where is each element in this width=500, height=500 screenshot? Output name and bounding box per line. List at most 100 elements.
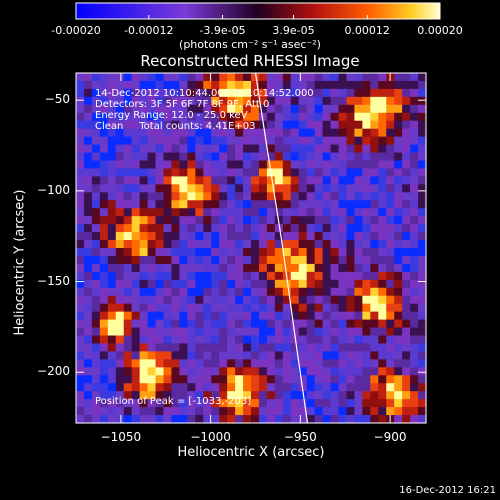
heatmap-cell (410, 375, 419, 384)
heatmap-cell (306, 136, 316, 146)
colorbar-tick-label: -3.9e-05 (199, 24, 246, 37)
heatmap-cell (394, 327, 403, 337)
heatmap-cell (195, 176, 204, 185)
heatmap-cell (251, 128, 260, 138)
heatmap-cell (282, 295, 292, 305)
heatmap-cell (83, 399, 93, 408)
heatmap-cell (243, 200, 252, 209)
heatmap-cell (139, 232, 149, 241)
heatmap-cell (155, 319, 165, 329)
heatmap-cell (123, 104, 133, 114)
heatmap-cell (410, 391, 419, 400)
heatmap-cell (219, 335, 228, 345)
heatmap-cell (131, 295, 141, 305)
heatmap-cell (203, 287, 212, 297)
heatmap-cell (147, 351, 157, 360)
heatmap-cell (362, 415, 371, 424)
heatmap-cell (171, 224, 181, 233)
heatmap-cell (258, 144, 268, 154)
heatmap-cell (227, 351, 236, 360)
heatmap-cell (235, 248, 244, 257)
heatmap-cell (282, 399, 292, 408)
heatmap-cell (139, 311, 149, 321)
heatmap-cell (155, 104, 165, 114)
heatmap-cell (314, 224, 324, 233)
heatmap-cell (243, 248, 252, 257)
heatmap-cell (123, 152, 133, 162)
heatmap-cell (76, 73, 85, 82)
heatmap-cell (298, 136, 308, 146)
heatmap-cell (386, 383, 395, 392)
heatmap-cell (107, 343, 117, 353)
heatmap-cell (235, 96, 244, 106)
heatmap-cell (290, 263, 300, 273)
heatmap-cell (235, 232, 244, 241)
heatmap-cell (314, 80, 324, 90)
heatmap-cell (394, 88, 403, 98)
heatmap-cell (115, 367, 125, 376)
heatmap-cell (123, 311, 133, 321)
heatmap-cell (418, 224, 427, 233)
heatmap-cell (235, 263, 244, 273)
heatmap-cell (227, 255, 236, 265)
heatmap-cell (306, 152, 316, 162)
heatmap-cell (251, 295, 260, 305)
heatmap-cell (123, 295, 133, 305)
heatmap-cell (235, 319, 244, 329)
heatmap-cell (187, 96, 196, 106)
heatmap-cell (354, 248, 363, 257)
heatmap-cell (115, 391, 125, 400)
heatmap-cell (282, 343, 292, 353)
heatmap-cell (147, 375, 157, 384)
heatmap-cell (243, 279, 252, 289)
heatmap-cell (195, 240, 204, 249)
heatmap-cell (274, 80, 284, 90)
heatmap-cell (274, 279, 284, 289)
heatmap-cell (410, 287, 419, 297)
heatmap-cell (370, 104, 379, 114)
heatmap-cell (187, 295, 196, 305)
heatmap-cell (195, 311, 204, 321)
heatmap-cell (123, 80, 133, 90)
heatmap-cell (322, 343, 332, 353)
heatmap-cell (258, 311, 268, 321)
heatmap-cell (418, 343, 427, 353)
heatmap-cell (290, 73, 300, 82)
heatmap-cell (91, 351, 101, 360)
heatmap-cell (410, 168, 419, 178)
heatmap-cell (163, 327, 173, 337)
heatmap-cell (298, 263, 308, 273)
heatmap-cell (354, 391, 363, 400)
heatmap-cell (394, 112, 403, 122)
heatmap-cell (99, 184, 109, 193)
heatmap-cell (155, 80, 165, 90)
heatmap-cell (147, 415, 157, 424)
heatmap-cell (346, 152, 356, 162)
heatmap-cell (163, 359, 173, 368)
heatmap-cell (402, 96, 411, 106)
heatmap-cell (386, 136, 395, 146)
heatmap-cell (211, 263, 220, 273)
heatmap-cell (314, 168, 324, 178)
heatmap-cell (187, 351, 196, 360)
heatmap-cell (171, 375, 181, 384)
heatmap-cell (274, 263, 284, 273)
heatmap-cell (258, 160, 268, 170)
heatmap-cell (354, 335, 363, 345)
heatmap-cell (354, 152, 363, 162)
heatmap-cell (330, 144, 340, 154)
heatmap-cell (235, 160, 244, 170)
heatmap-cell (227, 327, 236, 337)
heatmap-cell (370, 311, 379, 321)
heatmap-cell (418, 144, 427, 154)
heatmap-cell (298, 311, 308, 321)
heatmap-cell (211, 359, 220, 368)
heatmap-cell (394, 367, 403, 376)
heatmap-cell (91, 303, 101, 313)
heatmap-cell (83, 80, 93, 90)
heatmap-cell (235, 168, 244, 178)
heatmap-cell (83, 255, 93, 265)
heatmap-cell (394, 96, 403, 106)
heatmap-cell (243, 216, 252, 225)
heatmap-cell (370, 144, 379, 154)
